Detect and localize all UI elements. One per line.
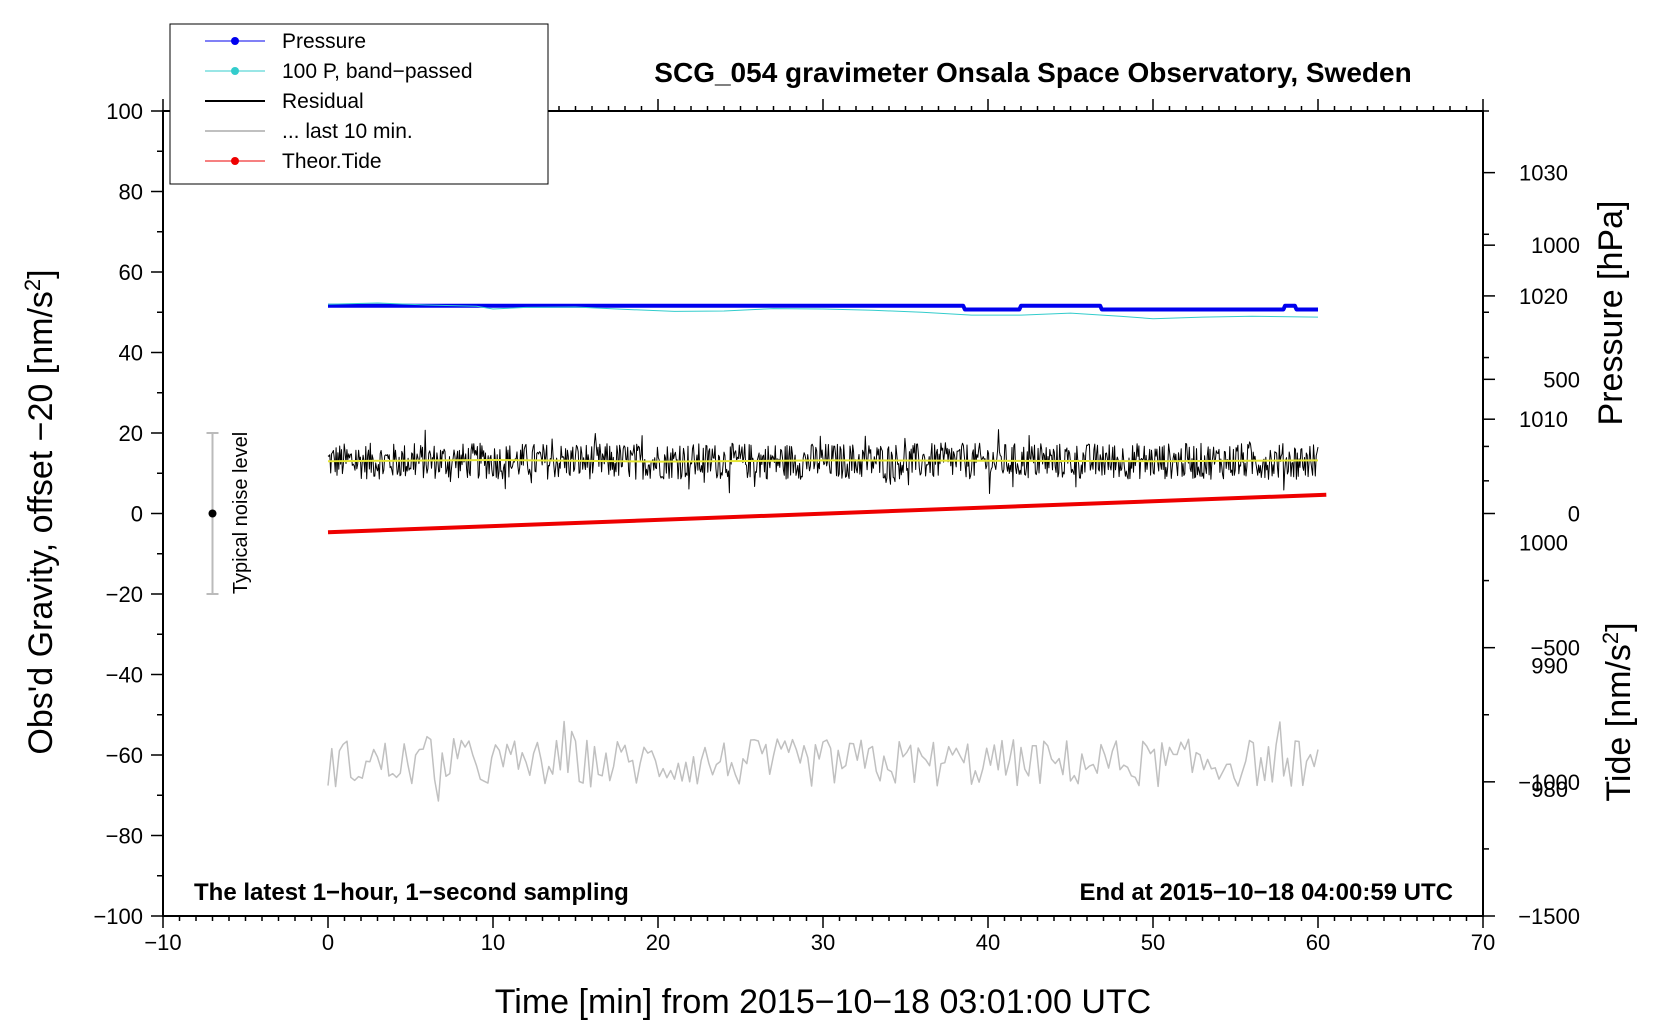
y-tick-label: −80 (106, 824, 143, 849)
noise-bar-center (208, 509, 217, 518)
pressure-tick-label: 1010 (1519, 407, 1568, 432)
chart-title: SCG_054 gravimeter Onsala Space Observat… (654, 57, 1411, 88)
y-tick-label: 60 (119, 260, 143, 285)
x-tick-label: 40 (976, 930, 1000, 955)
y-axis-title-pressure: Pressure [hPa] (1592, 201, 1630, 426)
tide-tick-label: −500 (1530, 636, 1580, 661)
y-axis-title-left: Obs'd Gravity, offset −20 [nm/s2] (20, 269, 60, 754)
pressure-tick-label: 1000 (1519, 530, 1568, 555)
pressure-tick-label: 990 (1531, 654, 1568, 679)
legend-label-pressure: Pressure (282, 30, 366, 53)
x-tick-label: 50 (1141, 930, 1165, 955)
x-tick-label: −10 (144, 930, 181, 955)
y-tick-label: 80 (119, 180, 143, 205)
tide-tick-labels: 1000 500 0 −500 −1000 −1500 (1518, 233, 1580, 929)
annotation-left: The latest 1−hour, 1−second sampling (194, 879, 629, 906)
series-residual-smoothed (327, 459, 1319, 463)
y-tick-label: −100 (93, 904, 143, 929)
x-axis-title: Time [min] from 2015−10−18 03:01:00 UTC (495, 983, 1151, 1020)
legend-marker-100-p-band-passed (231, 67, 239, 75)
x-tick-label: 0 (322, 930, 334, 955)
y-tick-label: 100 (106, 99, 143, 124)
legend-marker-theor-tide (231, 157, 239, 165)
y-tick-label: −60 (106, 743, 143, 768)
legend-label-last-10-min: ... last 10 min. (282, 120, 413, 143)
x-tick-label: 70 (1471, 930, 1495, 955)
pressure-tick-label: 1030 (1519, 161, 1568, 186)
series-layer (327, 302, 1327, 802)
series-pressure (328, 303, 1318, 312)
x-tick-labels: −10 0 10 20 30 40 50 60 70 (144, 930, 1495, 955)
tide-tick-label: 500 (1543, 367, 1580, 392)
y-tick-label: 40 (119, 341, 143, 366)
y-tick-label: 0 (131, 502, 143, 527)
x-tick-label: 60 (1306, 930, 1330, 955)
series-theor-tide (327, 492, 1327, 535)
tide-tick-label: 1000 (1531, 233, 1580, 258)
legend-label-residual: Residual (282, 90, 364, 113)
noise-bar (206, 432, 219, 595)
x-tick-label: 30 (811, 930, 835, 955)
legend-box (169, 23, 549, 185)
series-residual (327, 429, 1319, 494)
pressure-tick-label: 1020 (1519, 284, 1568, 309)
noise-bar-label: Typical noise level (230, 432, 252, 594)
tide-tick-label: 0 (1568, 502, 1580, 527)
y-tick-labels: 100 80 60 40 20 0 −20 −40 −60 −80 −100 (93, 99, 143, 929)
series-last-10-min (327, 720, 1319, 802)
tide-tick-label: −1000 (1518, 770, 1580, 795)
legend-marker-pressure (231, 37, 239, 45)
series-100-p-band-passed (327, 302, 1319, 320)
legend-label-theor-tide: Theor.Tide (282, 150, 382, 173)
x-tick-label: 20 (646, 930, 670, 955)
y-tick-label: 20 (119, 421, 143, 446)
pressure-tick-label: 980 (1531, 777, 1568, 802)
legend-items: Pressure 100 P, band−passed Residual ... la… (205, 30, 473, 173)
legend: Pressure 100 P, band−passed Residual ... la… (169, 23, 549, 185)
pressure-tick-labels: 1030 1020 1010 1000 990 980 (1519, 161, 1568, 802)
legend-label-100-p-band-passed: 100 P, band−passed (282, 60, 473, 83)
y-tick-label: −20 (106, 582, 143, 607)
annotation-right: End at 2015−10−18 04:00:59 UTC (1079, 879, 1453, 906)
y-axis-title-tide: Tide [nm/s2] (1598, 622, 1638, 801)
x-tick-label: 10 (481, 930, 505, 955)
tide-tick-label: −1500 (1518, 904, 1580, 929)
y-tick-label: −40 (106, 663, 143, 688)
